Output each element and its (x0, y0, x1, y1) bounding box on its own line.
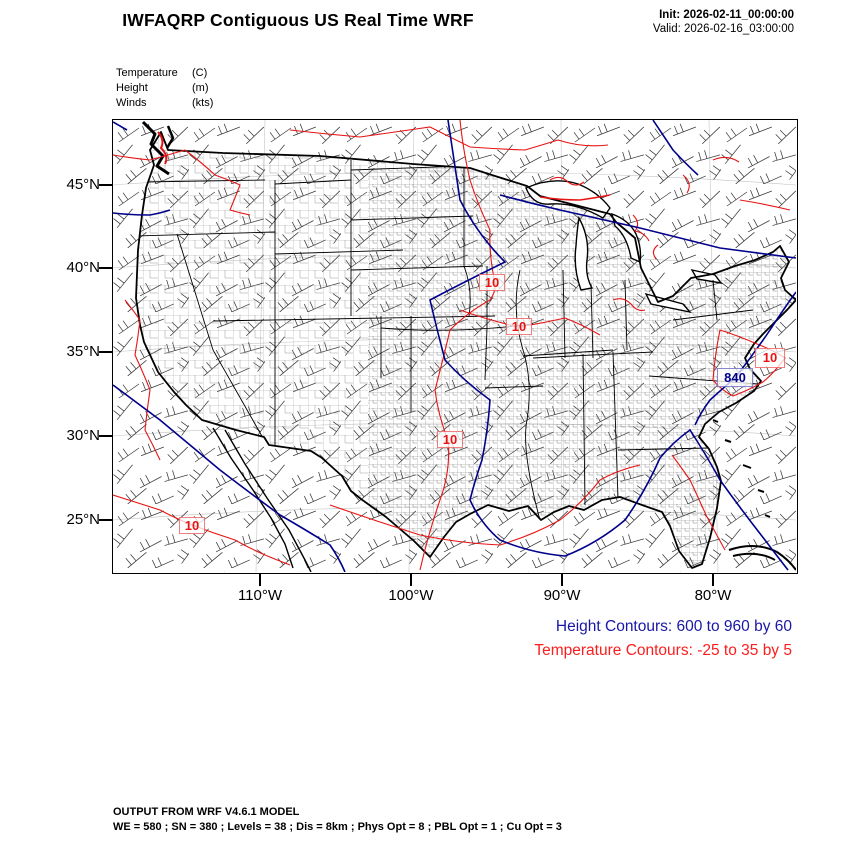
temp-contour-label: 10 (437, 431, 463, 448)
temperature-contours (113, 120, 791, 571)
init-time-label: Init: 2026-02-11_00:00:00 (659, 9, 794, 21)
temp-contour-label: 10 (179, 517, 205, 534)
units-winds-label: Winds (116, 97, 147, 109)
valid-time-label: Valid: 2026-02-16_03:00:00 (652, 23, 794, 35)
run-times: Init: 2026-02-11_00:00:00 Valid: 2026-02… (653, 8, 794, 36)
units-height-label: Height (116, 82, 148, 94)
lat-label-25n: 25°N (66, 511, 100, 528)
units-height-unit: (m) (192, 82, 209, 94)
model-info-line1: OUTPUT FROM WRF V4.6.1 MODEL (113, 806, 300, 818)
lon-label-90w: 90°W (543, 587, 581, 604)
units-legend: Temperature (C) Height (m) Winds (kts) (116, 66, 213, 111)
lon-label-110w: 110°W (237, 587, 283, 604)
temp-contour-label: 10 (479, 274, 505, 291)
units-row-height: Height (m) (116, 81, 213, 96)
lon-tick-80w (712, 574, 714, 586)
lon-tick-100w (410, 574, 412, 586)
lon-label-100w: 100°W (388, 587, 434, 604)
units-winds-unit: (kts) (192, 97, 214, 109)
lat-tick-25n (99, 519, 113, 521)
units-temperature-unit: (C) (192, 67, 208, 79)
lat-label-35n: 35°N (66, 343, 100, 360)
model-info: OUTPUT FROM WRF V4.6.1 MODEL WE = 580 ; … (113, 805, 562, 835)
lat-tick-35n (99, 351, 113, 353)
lon-tick-90w (561, 574, 563, 586)
lat-label-30n: 30°N (66, 427, 100, 444)
units-winds-row: Winds (kts) (116, 96, 213, 111)
lat-label-45n: 45°N (66, 176, 100, 193)
conus-map-frame (112, 119, 798, 574)
us-coastline (135, 131, 796, 569)
lat-tick-40n (99, 267, 113, 269)
height-contour-legend: Height Contours: 600 to 960 by 60 (555, 618, 792, 635)
lat-tick-30n (99, 435, 113, 437)
temperature-contour-legend: Temperature Contours: -25 to 35 by 5 (534, 642, 792, 659)
state-borders (136, 160, 759, 521)
temp-contour-label: 10 (506, 318, 532, 335)
units-temperature-label: Temperature (116, 67, 178, 79)
contour-legend: Height Contours: 600 to 960 by 60 Temper… (534, 615, 792, 663)
model-info-line2: WE = 580 ; SN = 380 ; Levels = 38 ; Dis … (113, 821, 562, 833)
lat-tick-45n (99, 184, 113, 186)
page-title: IWFAQRP Contiguous US Real Time WRF (122, 10, 474, 30)
lon-tick-110w (259, 574, 261, 586)
conus-map (113, 120, 796, 572)
units-row-temperature: Temperature (C) (116, 66, 213, 81)
lon-label-80w: 80°W (694, 587, 732, 604)
height-contour-label: 840 (717, 368, 753, 387)
lat-label-40n: 40°N (66, 259, 100, 276)
temp-contour-label: 10 (755, 348, 785, 368)
